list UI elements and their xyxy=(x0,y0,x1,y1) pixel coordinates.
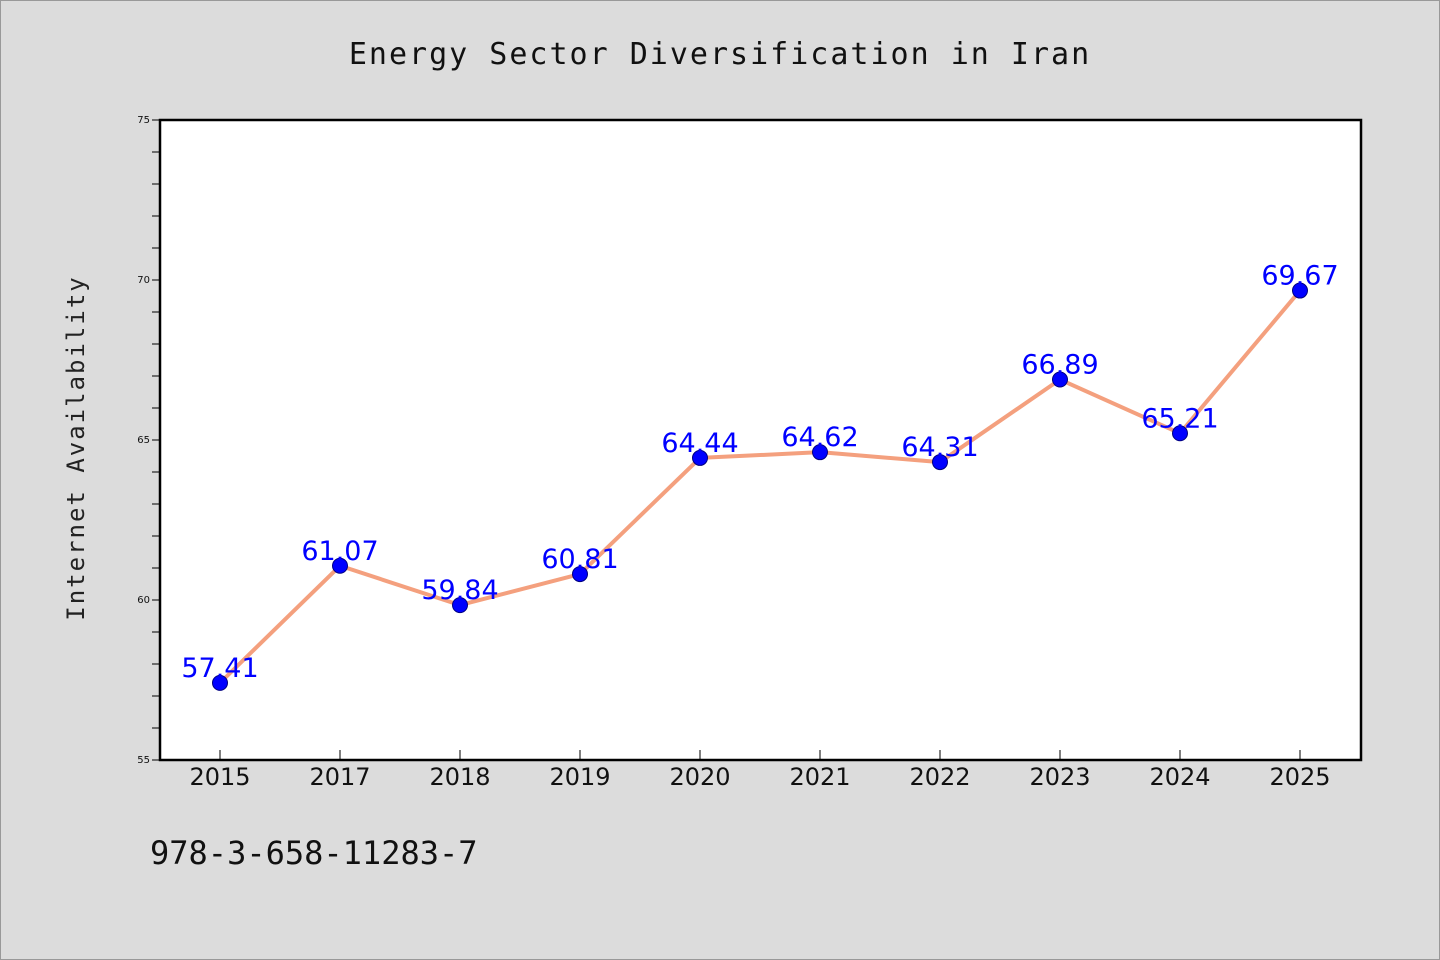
y-tick-label: 60 xyxy=(137,595,150,606)
data-point-label: 57.41 xyxy=(181,653,258,684)
x-tick-label: 2018 xyxy=(429,763,490,791)
data-point-marker xyxy=(332,557,348,574)
y-tick-label: 65 xyxy=(137,435,150,446)
data-point-label: 64.62 xyxy=(781,422,858,453)
data-point-marker xyxy=(932,454,948,471)
data-point-marker xyxy=(572,566,588,583)
x-axis: 2015 2017 2018 2019 2020 2021 2022 2023 2024 2025 xyxy=(189,750,1331,791)
y-axis: 55 60 65 70 75 xyxy=(137,115,160,766)
data-point-label: 69.67 xyxy=(1261,261,1338,292)
x-tick-label: 2023 xyxy=(1029,763,1090,791)
x-tick-label: 2024 xyxy=(1149,763,1210,791)
x-tick-label: 2022 xyxy=(909,763,970,791)
data-point-marker xyxy=(692,449,708,466)
marker-group xyxy=(212,282,1308,691)
x-tick-label: 2017 xyxy=(309,763,370,791)
x-tick-label: 2021 xyxy=(789,763,850,791)
y-tick-label: 70 xyxy=(137,275,150,286)
x-tick-label: 2019 xyxy=(549,763,610,791)
data-point-marker xyxy=(212,674,228,691)
data-point-label: 64.31 xyxy=(901,432,978,463)
plot-area xyxy=(158,118,1363,762)
data-label-group: 57.41 61.07 59.84 60.81 64.44 64.62 64.31 66.89… xyxy=(181,261,1338,684)
footnote-isbn: 978-3-658-11283-7 xyxy=(150,834,478,872)
data-point-label: 64.44 xyxy=(661,428,738,459)
data-point-label: 59.84 xyxy=(421,575,498,606)
series-line xyxy=(218,288,1302,685)
y-tick-label: 75 xyxy=(137,115,150,126)
data-point-label: 60.81 xyxy=(541,544,618,575)
data-point-marker xyxy=(452,597,468,614)
data-point-label: 65.21 xyxy=(1141,403,1218,434)
data-point-marker xyxy=(812,444,828,461)
y-axis-label: Internet Availability xyxy=(62,275,90,620)
x-tick-label: 2015 xyxy=(189,763,250,791)
data-point-label: 66.89 xyxy=(1021,350,1098,381)
data-point-marker xyxy=(1172,425,1188,442)
chart-title: Energy Sector Diversification in Iran xyxy=(349,37,1091,72)
data-point-label: 61.07 xyxy=(301,536,378,567)
series-line-group xyxy=(218,288,1302,685)
x-tick-label: 2020 xyxy=(669,763,730,791)
data-point-marker xyxy=(1052,371,1068,388)
y-tick-label: 55 xyxy=(137,755,150,766)
x-tick-label: 2025 xyxy=(1269,763,1330,791)
data-point-marker xyxy=(1292,282,1308,299)
